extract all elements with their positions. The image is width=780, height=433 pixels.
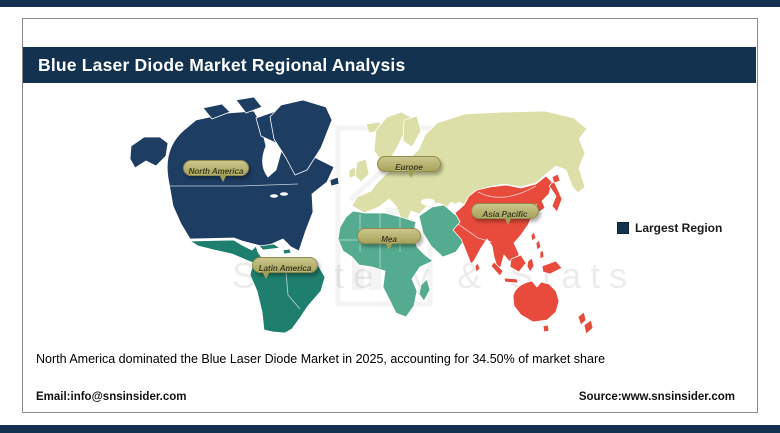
- map-label-asia-pacific: Asia Pacific: [471, 203, 539, 225]
- legend-label: Largest Region: [635, 221, 723, 235]
- map-label-north-america: North America: [183, 160, 249, 182]
- label-pointer: [219, 174, 228, 182]
- map-label-mea: Mea: [357, 228, 421, 250]
- region-north-america: [129, 96, 340, 252]
- bottom-accent-bar: [0, 425, 780, 433]
- region-latin-america: [189, 239, 326, 334]
- map-label-text: North America: [188, 167, 244, 176]
- page-title: Blue Laser Diode Market Regional Analysi…: [38, 55, 406, 75]
- footer-source: Source:www.snsinsider.com: [578, 391, 735, 403]
- label-pointer: [503, 217, 512, 225]
- region-borders-asia: [457, 185, 537, 243]
- footer-email: Email:info@snsinsider.com: [36, 391, 187, 403]
- title-bar: Blue Laser Diode Market Regional Analysi…: [23, 47, 756, 83]
- top-accent-bar: [0, 0, 780, 7]
- region-borders-north-america: [168, 183, 299, 198]
- legend: Largest Region: [617, 221, 722, 235]
- map-label-text: Asia Pacific: [482, 210, 528, 219]
- legend-swatch: [617, 222, 629, 234]
- map-label-text: Mea: [381, 235, 397, 244]
- map-label-text: Europe: [395, 163, 423, 172]
- region-asia-pacific: [452, 173, 594, 335]
- map-label-latin-america: Latin America: [252, 257, 318, 279]
- summary-text: North America dominated the Blue Laser D…: [36, 352, 606, 366]
- label-pointer: [385, 242, 394, 250]
- map-label-europe: Europe: [377, 156, 441, 178]
- label-pointer: [406, 170, 415, 178]
- map-label-text: Latin America: [258, 264, 312, 273]
- label-pointer: [261, 271, 270, 279]
